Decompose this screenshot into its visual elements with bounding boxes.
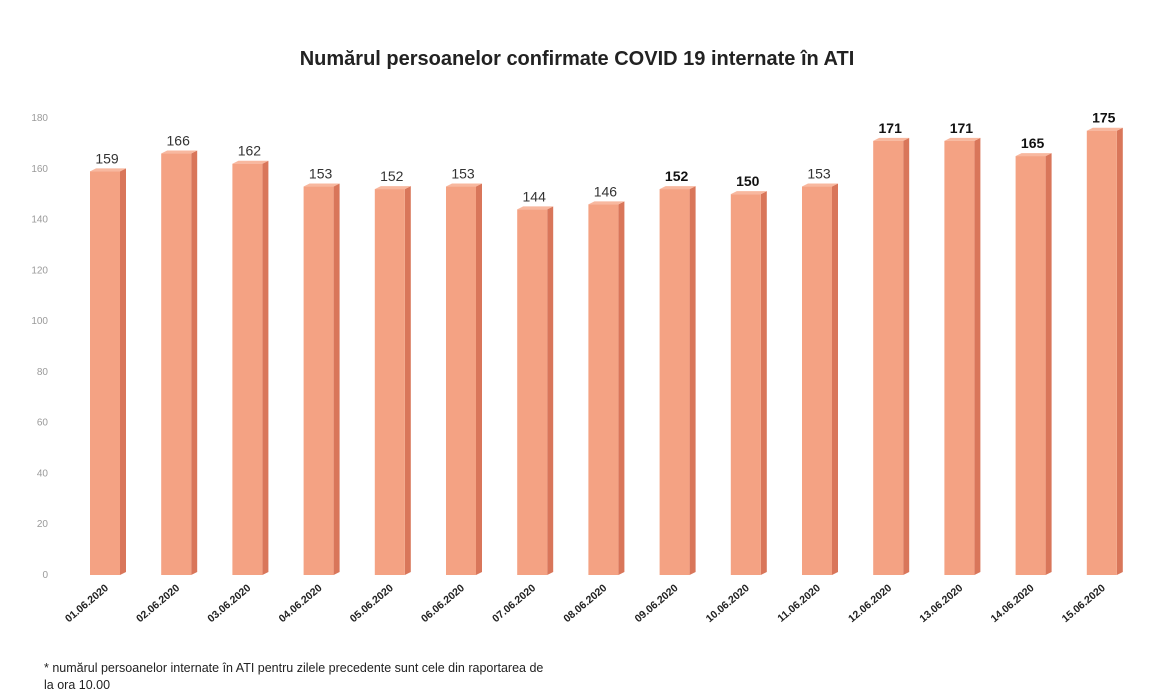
x-tick-label: 02.06.2020	[134, 582, 182, 625]
bar-top	[303, 183, 340, 187]
bar-top	[588, 201, 625, 205]
bar	[161, 153, 192, 576]
data-label: 152	[665, 168, 689, 184]
y-tick-label: 0	[42, 570, 48, 581]
bar-side	[903, 137, 910, 575]
footnote-line-2: la ora 10.00	[44, 678, 111, 692]
bar-side	[760, 191, 767, 575]
bar-top	[1086, 127, 1123, 131]
bar-side	[1045, 153, 1052, 576]
y-tick-label: 180	[31, 113, 48, 124]
bar-top	[161, 150, 198, 154]
bar-side	[404, 186, 411, 576]
footnote-line-1: * numărul persoanelor internate în ATI p…	[44, 661, 544, 675]
data-label: 153	[451, 166, 475, 182]
data-label: 165	[1021, 135, 1045, 151]
data-label: 153	[309, 166, 333, 182]
bar-top	[232, 160, 269, 164]
data-label: 144	[523, 188, 547, 204]
bar-side	[974, 137, 981, 575]
x-tick-label: 07.06.2020	[490, 582, 538, 625]
chart-title: Numărul persoanelor confirmate COVID 19 …	[299, 48, 855, 70]
bar-top	[374, 186, 411, 190]
bar-chart: 0 20 40 60 80 100 120 140 160 180 159 01.06.2020 166…	[31, 110, 1123, 625]
bar	[873, 140, 904, 575]
bar	[517, 209, 548, 575]
bar-top	[90, 168, 126, 172]
x-tick-label: 08.06.2020	[561, 582, 609, 625]
bar	[374, 189, 405, 576]
footnote: * numărul persoanelor internate în ATI p…	[44, 660, 664, 694]
bar-side	[262, 160, 269, 575]
y-tick-label: 140	[31, 215, 48, 226]
data-label: 166	[167, 133, 191, 149]
bar	[944, 140, 975, 575]
data-label: 162	[238, 143, 262, 159]
bar-side	[618, 201, 625, 576]
y-tick-label: 160	[31, 164, 48, 175]
data-label: 146	[594, 183, 618, 199]
x-tick-label: 06.06.2020	[419, 582, 467, 625]
bar	[232, 163, 263, 575]
bar-side	[689, 186, 696, 576]
bar	[446, 186, 476, 576]
x-tick-label: 01.06.2020	[63, 582, 111, 625]
bar-top	[1015, 153, 1052, 157]
x-tick-label: 03.06.2020	[205, 582, 253, 625]
data-label: 150	[736, 173, 760, 189]
bar-top	[517, 206, 554, 210]
data-label: 171	[879, 120, 903, 136]
y-tick-label: 20	[37, 519, 49, 530]
bar-top	[802, 183, 838, 187]
bar-side	[1116, 127, 1123, 575]
y-tick-label: 80	[37, 367, 49, 378]
bar-top	[659, 186, 696, 190]
y-tick-label: 120	[31, 265, 48, 276]
bar-side	[120, 168, 126, 576]
bar-side	[547, 206, 554, 575]
bar	[588, 204, 619, 576]
bar-side	[333, 183, 340, 576]
bar-side	[191, 150, 198, 576]
y-tick-label: 60	[37, 418, 49, 429]
y-tick-label: 100	[31, 316, 48, 327]
bar-side	[832, 183, 838, 576]
x-tick-label: 12.06.2020	[846, 582, 894, 625]
bar-top	[730, 191, 767, 195]
data-label: 159	[95, 150, 119, 166]
x-tick-label: 13.06.2020	[917, 582, 965, 625]
bar-top	[944, 137, 981, 141]
bar	[802, 186, 832, 576]
x-tick-label: 11.06.2020	[775, 582, 823, 625]
bar	[730, 194, 761, 575]
x-tick-label: 15.06.2020	[1060, 582, 1108, 625]
x-tick-label: 09.06.2020	[633, 582, 681, 625]
x-tick-label: 04.06.2020	[277, 582, 325, 625]
data-label: 153	[807, 166, 831, 182]
bar-top	[873, 137, 910, 141]
bar	[1086, 130, 1117, 575]
bar	[303, 186, 334, 576]
y-tick-label: 40	[37, 468, 49, 479]
bar	[1015, 156, 1046, 576]
x-tick-label: 14.06.2020	[989, 582, 1037, 625]
bar	[90, 171, 120, 576]
x-tick-label: 10.06.2020	[704, 582, 752, 625]
data-label: 171	[950, 120, 974, 136]
data-label: 175	[1092, 110, 1116, 126]
data-label: 152	[380, 168, 404, 184]
x-tick-label: 05.06.2020	[348, 582, 396, 625]
bar-top	[446, 183, 482, 187]
bar-side	[476, 183, 482, 576]
bar	[659, 189, 690, 576]
